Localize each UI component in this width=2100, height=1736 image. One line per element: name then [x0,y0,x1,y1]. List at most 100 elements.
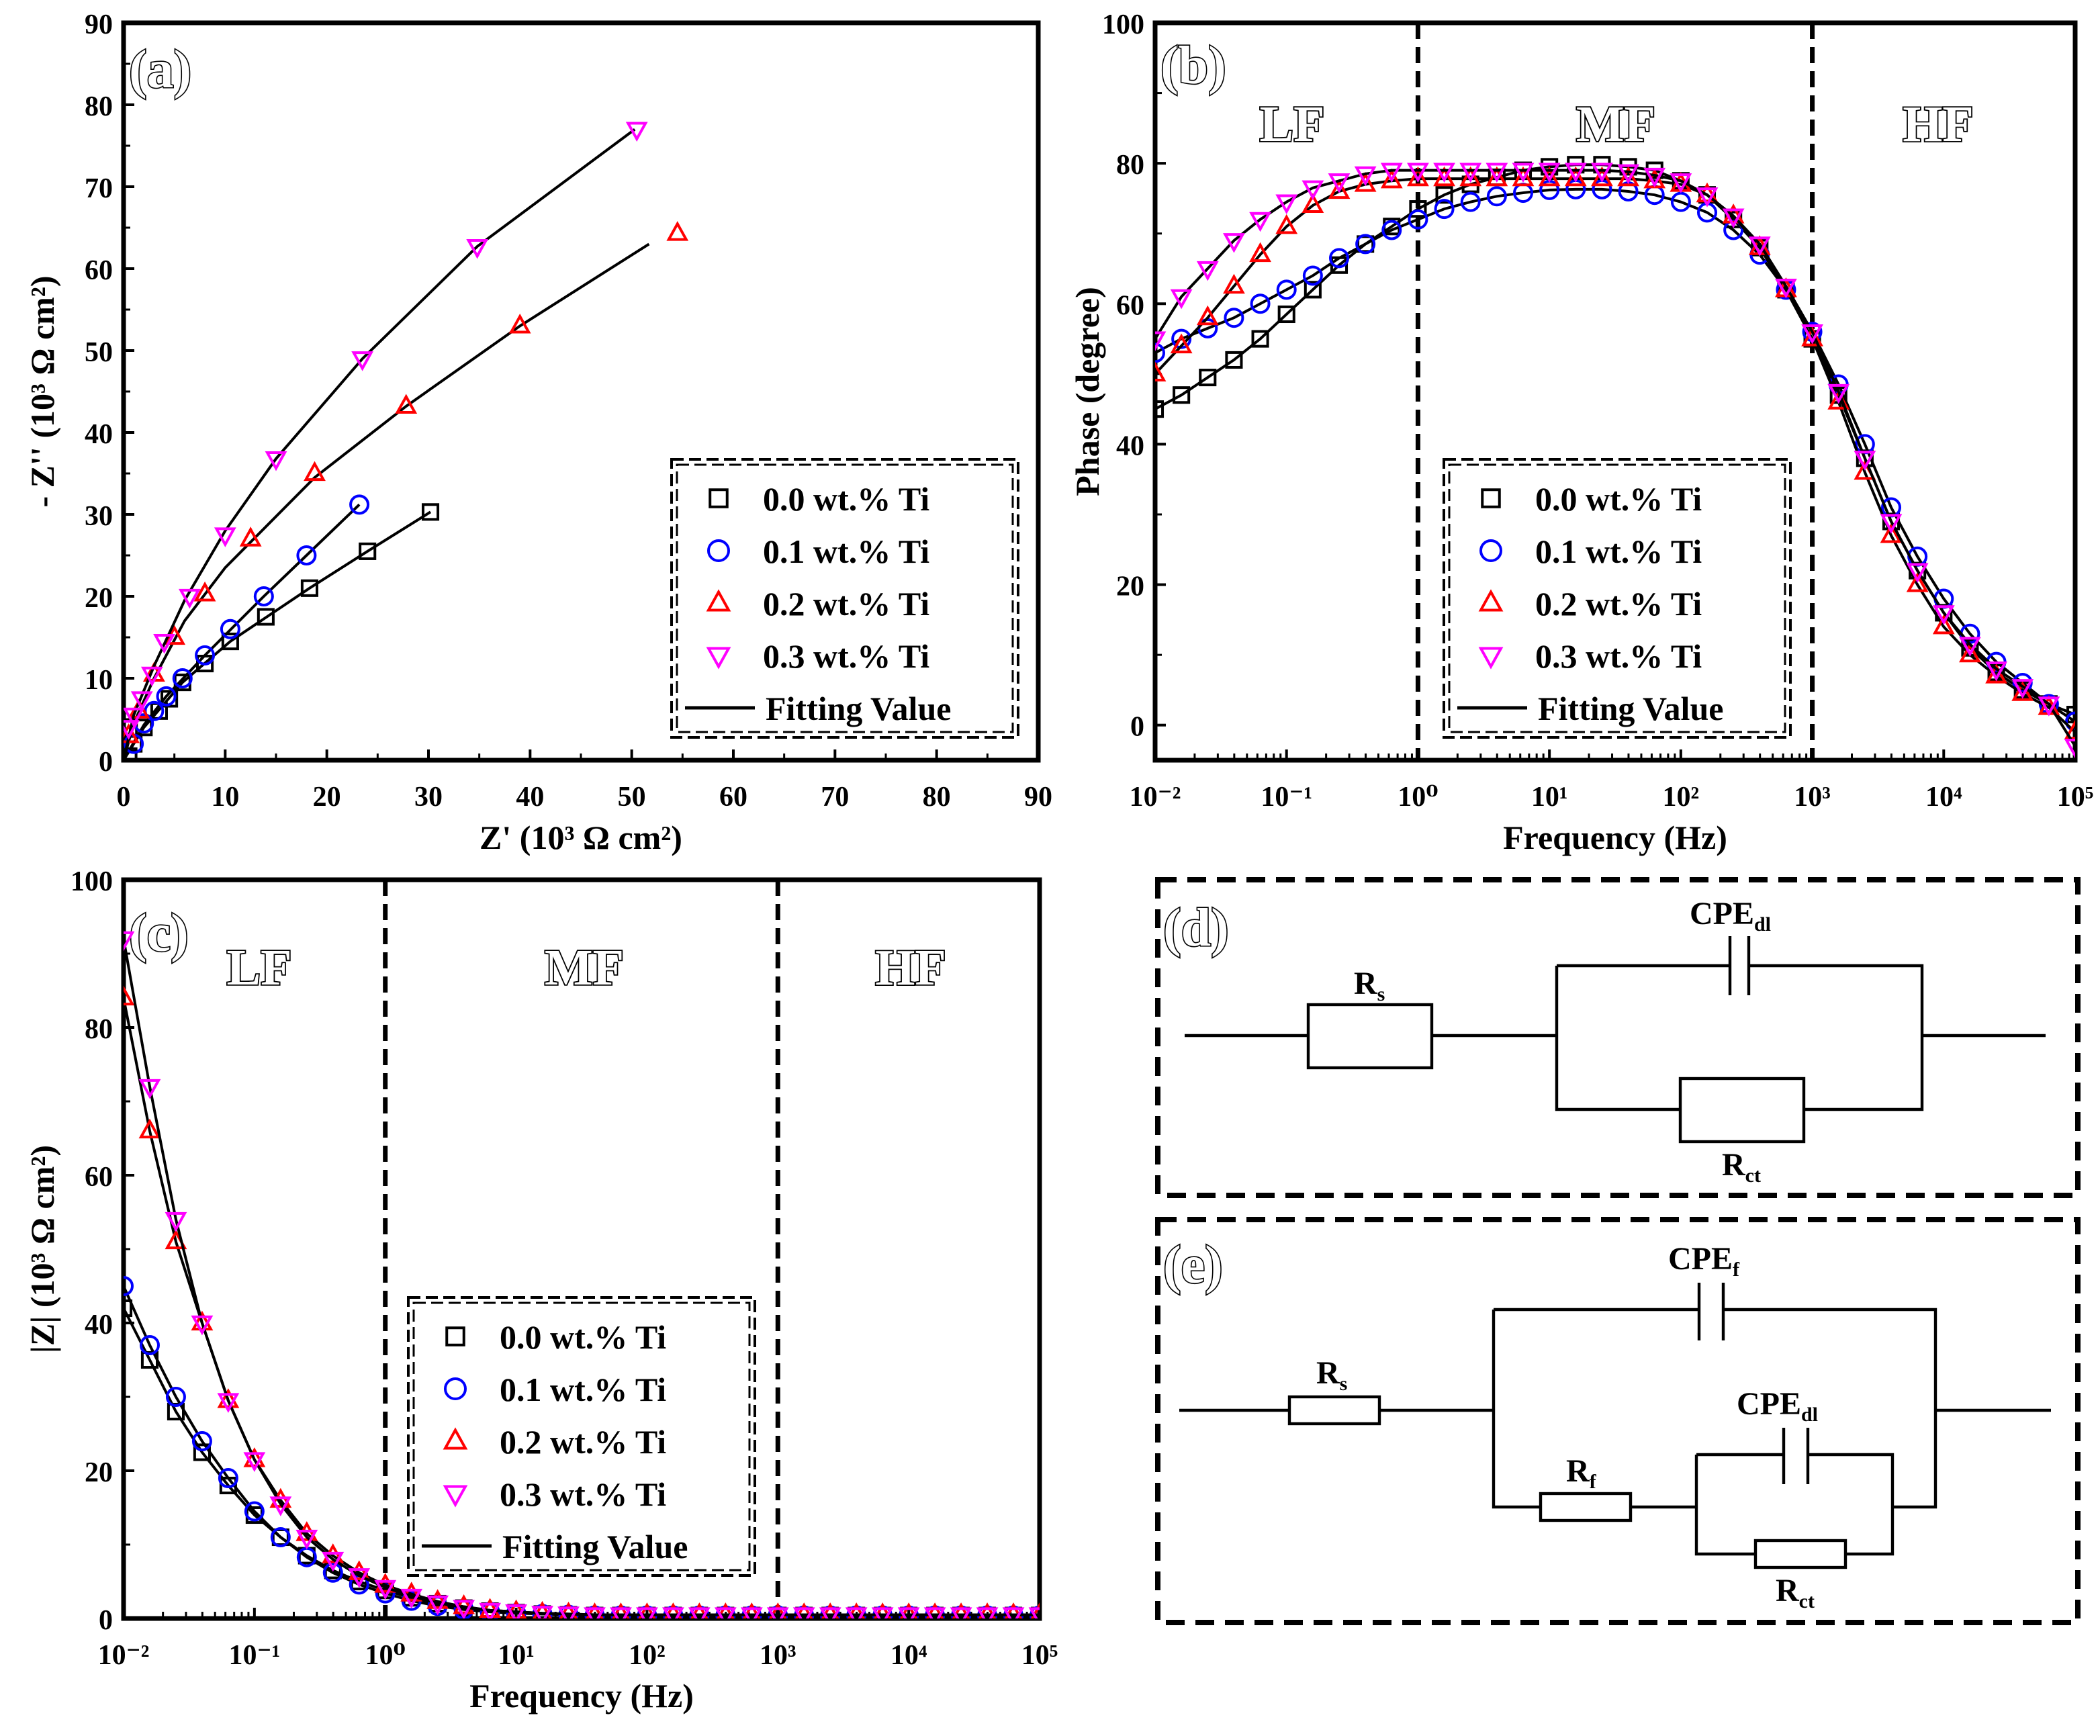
marker-triangle-up [1801,326,1823,347]
marker-triangle-down [443,1485,468,1508]
marker-triangle-down [1002,1607,1025,1618]
marker-square [257,608,275,626]
x-tick-label: 50 [618,782,646,813]
x-tick-label: 10⁻² [1130,782,1181,813]
legend-frame-inner [676,463,1014,733]
marker-square [1225,351,1243,369]
x-tick-label: 10⁰ [1398,782,1438,813]
y-tick-label: 60 [85,255,113,286]
marker-triangle-down [1155,331,1167,351]
marker-triangle-up [217,1388,240,1408]
marker-triangle-down [243,1452,266,1472]
capacitor-cpe-dl-icon [1728,936,1751,995]
legend-entry: 0.3 wt.% Ti [1535,637,1702,675]
y-axis-label: Phase (degree) [1068,287,1106,496]
marker-circle [1460,191,1481,212]
marker-triangle-up [1275,214,1298,234]
marker-triangle-down [374,1580,397,1600]
marker-triangle-down [1302,180,1324,201]
marker-square [709,488,729,508]
circuit-d-wires [1185,964,2046,1111]
marker-triangle-up [1564,166,1587,187]
legend-entry: 0.1 wt.% Ti [1535,533,1702,570]
y-tick-label: 10 [85,665,113,696]
x-tick-label: 10⁴ [1925,782,1962,813]
marker-triangle-down [2064,738,2075,759]
marker-triangle-up [443,1427,468,1450]
marker-triangle-up [666,221,689,241]
y-tick-label: 50 [85,337,113,368]
marker-triangle-up [426,1589,449,1609]
marker-triangle-down [1880,514,1903,534]
marker-triangle-down [1433,163,1455,183]
x-tick-label: 10¹ [1531,782,1568,813]
marker-triangle-down [1028,1607,1040,1618]
marker-circle [1250,293,1271,314]
legend-frame-inner [1448,463,1786,733]
marker-triangle-down [871,1607,894,1618]
x-tick-label: 10⁰ [365,1640,406,1671]
marker-triangle-up [768,1602,787,1618]
panel-c-impedance-modulus-plot: 10⁻² 10⁻¹ 10⁰ 10¹ 10² 10³ 10⁴ 10⁵ 0 20 40 60 80 100 Fr… [24,866,1058,1715]
x-tick-label: 10⁻¹ [1261,782,1312,813]
label-cpe-dl: CPEdl [1690,896,1771,935]
marker-triangle-down [662,1607,684,1618]
y-tick-label: 80 [1116,150,1144,181]
marker-circle [220,619,240,639]
marker-triangle-down [1249,212,1271,232]
marker-triangle-up [899,1602,918,1618]
data-series-group [124,122,689,760]
y-axis-label: |Z| (10³ Ω cm²) [24,1145,61,1353]
marker-triangle-up [1478,589,1504,612]
marker-triangle-up [533,1600,553,1618]
marker-triangle-down [706,647,731,670]
legend: 0.0 wt.% Ti 0.1 wt.% Ti 0.2 wt.% Ti 0.3 wt.… [1443,458,1792,739]
marker-triangle-up [348,1560,371,1580]
y-axis-label: - Z'' (10³ Ω cm²) [24,276,61,508]
marker-square [1173,386,1191,404]
data-series-group [1155,156,2075,759]
legend-entry: 0.2 wt.% Ti [500,1423,666,1461]
legend-entry: 0.3 wt.% Ti [500,1475,666,1513]
marker-triangle-up [690,1602,709,1618]
region-label-mf: MF [545,940,624,996]
marker-triangle-up [794,1602,813,1618]
x-tick-label: 10² [629,1640,666,1671]
marker-triangle-up [586,1602,604,1618]
marker-triangle-down [178,588,201,609]
marker-circle [165,1387,186,1407]
marker-triangle-down [625,122,648,142]
y-tick-label: 80 [85,91,113,122]
label-rct: Rct [1776,1573,1815,1612]
x-tick-label: 10⁵ [1021,1640,1058,1671]
legend-frame [670,458,1019,739]
panel-label: (c) [129,904,189,963]
legend-entry: Fitting Value [1538,690,1723,727]
marker-square [1251,330,1269,348]
marker-triangle-down [1775,279,1797,299]
x-tick-label: 10⁵ [2057,782,2094,813]
marker-triangle-down [1564,163,1587,183]
marker-triangle-up [717,1602,735,1618]
marker-circle [322,1562,343,1583]
marker-square [359,542,377,560]
marker-triangle-down [688,1607,711,1618]
marker-circle [1355,234,1376,255]
marker-triangle-down [1591,163,1613,183]
capacitor-cpe-dl-icon [1782,1428,1810,1484]
marker-triangle-up [1004,1602,1023,1618]
y-tick-label: 40 [1116,430,1144,461]
marker-triangle-up [559,1601,578,1618]
panel-e-label: (e) [1163,1236,1223,1295]
resistor-rct [1678,1077,1806,1144]
marker-triangle-down [1478,647,1504,670]
label-rf: Rf [1566,1453,1597,1493]
marker-triangle-up [821,1602,839,1618]
marker-triangle-down [191,1315,214,1336]
marker-triangle-up [243,1447,266,1467]
marker-triangle-down [714,1607,737,1618]
series-markers-3 [1155,163,2075,759]
marker-triangle-up [978,1602,997,1618]
marker-triangle-down [269,1496,292,1516]
x-tick-label: 10¹ [498,1640,535,1671]
